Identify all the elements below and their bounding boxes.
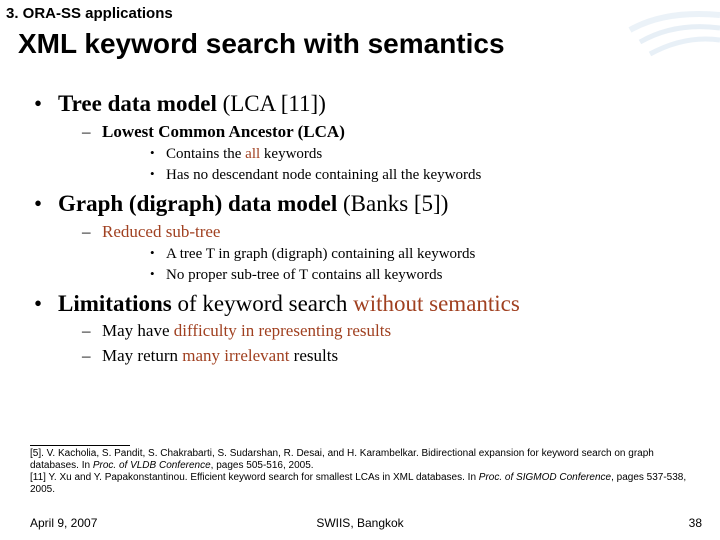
bullet-2-head-bold: Graph (digraph) data model bbox=[58, 191, 337, 216]
reference-5: [5]. V. Kacholia, S. Pandit, S. Chakraba… bbox=[30, 448, 690, 472]
bullet-2-sub-1-s1: A tree T in graph (digraph) containing a… bbox=[102, 245, 690, 265]
b1s1-post: keywords bbox=[260, 146, 322, 162]
ref5-post: , pages 505-516, 2005. bbox=[211, 460, 314, 471]
ref5-italic: Proc. of VLDB Conference bbox=[93, 460, 211, 471]
bullet-3-head-mid: of keyword search bbox=[172, 291, 353, 316]
bullet-1-head-bold: Tree data model bbox=[58, 91, 217, 116]
b3s2-post: results bbox=[289, 346, 338, 365]
footer-venue: SWIIS, Bangkok bbox=[0, 516, 720, 530]
bullet-1-sub-1-s2: Has no descendant node containing all th… bbox=[102, 166, 690, 186]
references: [5]. V. Kacholia, S. Pandit, S. Chakraba… bbox=[30, 445, 690, 496]
bullet-2-sub-1-text: Reduced sub-tree bbox=[102, 222, 220, 241]
bullet-2-sub-1-s2: No proper sub-tree of T contains all key… bbox=[102, 266, 690, 286]
bullet-2-sub-1: Reduced sub-tree A tree T in graph (digr… bbox=[58, 221, 690, 286]
bullet-3-sub-2: May return many irrelevant results bbox=[58, 345, 690, 367]
b3s2-pre: May return bbox=[102, 346, 182, 365]
bullet-3-head-accent: without semantics bbox=[353, 291, 520, 316]
ref11-pre: [11] Y. Xu and Y. Papakonstantinou. Effi… bbox=[30, 472, 479, 483]
content-area: Tree data model (LCA [11]) Lowest Common… bbox=[30, 90, 690, 371]
corner-decoration bbox=[610, 0, 720, 60]
ref11-italic: Proc. of SIGMOD Conference bbox=[479, 472, 611, 483]
bullet-1-sub-1-text: Lowest Common Ancestor (LCA) bbox=[102, 122, 345, 141]
b1s1-mid: all bbox=[245, 146, 260, 162]
slide: 3. ORA-SS applications XML keyword searc… bbox=[0, 0, 720, 540]
bullet-1: Tree data model (LCA [11]) Lowest Common… bbox=[30, 90, 690, 186]
bullet-1-head-rest: (LCA [11]) bbox=[217, 91, 326, 116]
references-rule bbox=[30, 445, 130, 446]
b1s1-pre: Contains the bbox=[166, 146, 245, 162]
slide-title: XML keyword search with semantics bbox=[18, 28, 505, 60]
bullet-2-head-rest: (Banks [5]) bbox=[337, 191, 448, 216]
b3s2-mid: many irrelevant bbox=[182, 346, 289, 365]
section-label: 3. ORA-SS applications bbox=[6, 5, 173, 22]
bullet-1-sub-1: Lowest Common Ancestor (LCA) Contains th… bbox=[58, 121, 690, 186]
bullet-3-head-bold: Limitations bbox=[58, 291, 172, 316]
reference-11: [11] Y. Xu and Y. Papakonstantinou. Effi… bbox=[30, 472, 690, 496]
b3s1-pre: May have bbox=[102, 321, 174, 340]
b3s1-mid: difficulty in representing results bbox=[174, 321, 391, 340]
bullet-3-sub-1: May have difficulty in representing resu… bbox=[58, 320, 690, 342]
bullet-2: Graph (digraph) data model (Banks [5]) R… bbox=[30, 190, 690, 286]
bullet-list: Tree data model (LCA [11]) Lowest Common… bbox=[30, 90, 690, 367]
bullet-1-sub-1-s1: Contains the all keywords bbox=[102, 145, 690, 165]
footer-page-number: 38 bbox=[689, 516, 702, 530]
bullet-3: Limitations of keyword search without se… bbox=[30, 290, 690, 367]
